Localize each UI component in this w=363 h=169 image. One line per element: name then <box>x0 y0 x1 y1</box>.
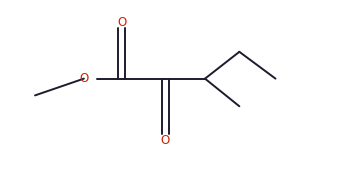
Text: O: O <box>79 72 89 85</box>
Text: O: O <box>117 16 126 29</box>
Text: O: O <box>160 134 170 147</box>
